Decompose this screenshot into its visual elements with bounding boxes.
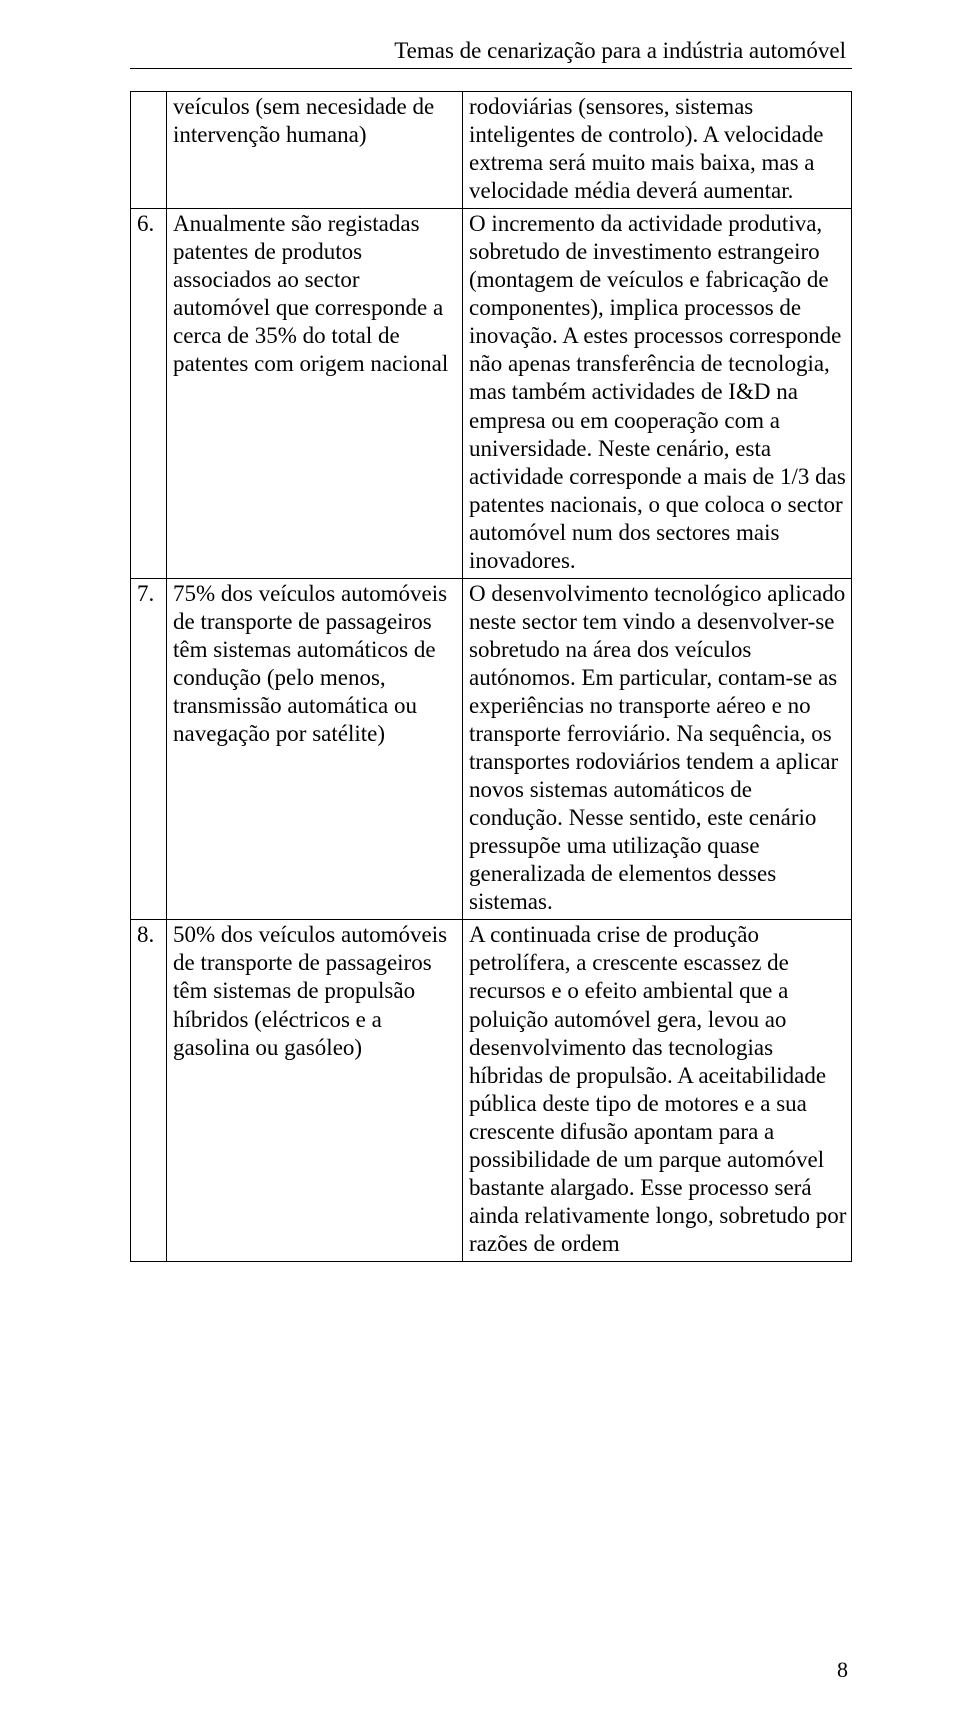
row-right-text: O desenvolvimento tecnológico aplicado n…	[463, 578, 852, 920]
row-left-text: 75% dos veículos automóveis de transport…	[167, 578, 463, 920]
row-left-text: veículos (sem necesidade de intervenção …	[167, 92, 463, 209]
page-header-title: Temas de cenarização para a indústria au…	[130, 38, 852, 64]
row-number: 6.	[131, 209, 167, 579]
row-number: 7.	[131, 578, 167, 920]
row-number: 8.	[131, 920, 167, 1262]
row-left-text: Anualmente são registadas patentes de pr…	[167, 209, 463, 579]
row-number	[131, 92, 167, 209]
table-row: 8. 50% dos veículos automóveis de transp…	[131, 920, 852, 1262]
page-number: 8	[837, 1657, 848, 1683]
document-page: Temas de cenarização para a indústria au…	[0, 0, 960, 1709]
row-left-text: 50% dos veículos automóveis de transport…	[167, 920, 463, 1262]
content-table: veículos (sem necesidade de intervenção …	[130, 91, 852, 1262]
table-row: 6. Anualmente são registadas patentes de…	[131, 209, 852, 579]
row-right-text: rodoviárias (sensores, sistemas intelige…	[463, 92, 852, 209]
header-divider	[130, 68, 852, 69]
table-row: veículos (sem necesidade de intervenção …	[131, 92, 852, 209]
table-row: 7. 75% dos veículos automóveis de transp…	[131, 578, 852, 920]
row-right-text: A continuada crise de produção petrolífe…	[463, 920, 852, 1262]
row-right-text: O incremento da actividade produtiva, so…	[463, 209, 852, 579]
